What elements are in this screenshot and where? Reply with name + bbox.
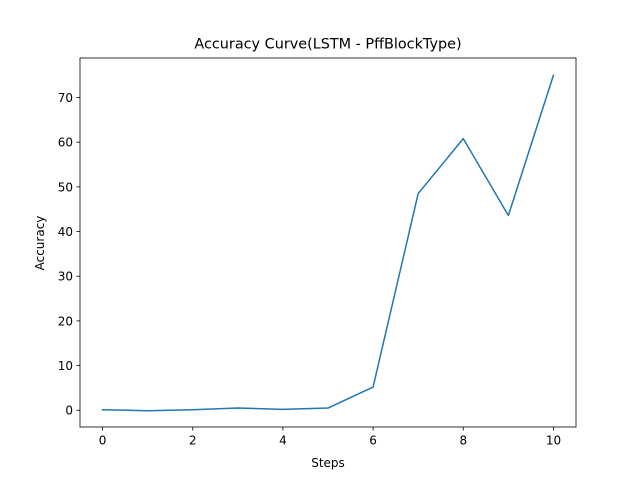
x-tick-label: 4 xyxy=(279,434,287,448)
y-tick-label: 70 xyxy=(58,91,73,105)
y-tick-label: 20 xyxy=(58,314,73,328)
y-tick-label: 30 xyxy=(58,270,73,284)
y-tick-label: 0 xyxy=(65,404,73,418)
y-tick-label: 40 xyxy=(58,225,73,239)
x-tick-label: 8 xyxy=(459,434,467,448)
y-axis-label: Accuracy xyxy=(33,216,47,271)
x-axis-label: Steps xyxy=(311,456,345,470)
x-tick-label: 2 xyxy=(189,434,197,448)
x-tick-label: 6 xyxy=(369,434,377,448)
series-line xyxy=(101,74,555,412)
y-tick-label: 60 xyxy=(58,136,73,150)
chart-title: Accuracy Curve(LSTM - PffBlockType) xyxy=(194,37,461,53)
x-tick-label: 10 xyxy=(546,434,561,448)
x-tick-label: 0 xyxy=(99,434,107,448)
y-tick-label: 10 xyxy=(58,359,73,373)
plot-area: 0 2 4 6 8 10 0 10 20 30 40 50 60 70 xyxy=(58,57,577,448)
plot-frame xyxy=(79,57,577,428)
y-tick-label: 50 xyxy=(58,180,73,194)
